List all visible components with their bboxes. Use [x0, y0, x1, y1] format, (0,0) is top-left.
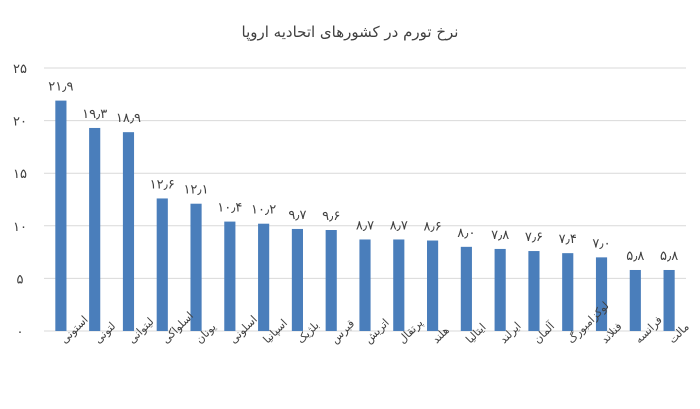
- bar: [427, 240, 439, 331]
- bar: [55, 100, 67, 331]
- value-label: ۸٫۷: [356, 218, 374, 233]
- y-tick-label: ۲۵: [13, 62, 27, 77]
- bar: [460, 246, 472, 331]
- bar: [224, 221, 236, 331]
- y-tick-label: ۵: [17, 272, 24, 287]
- value-label: ۵٫۸: [626, 249, 644, 264]
- value-label: ۱۲٫۱: [183, 183, 208, 198]
- bars: [55, 100, 675, 332]
- value-label: ۹٫۶: [322, 209, 340, 224]
- value-labels: ۲۱٫۹ ۱۹٫۳ ۱۸٫۹ ۱۲٫۶ ۱۲٫۱ ۱۰٫۴ ۱۰٫۲ ۹٫۷ ۹٫۶ ۸٫۷ ۸٫۷…: [48, 80, 678, 264]
- bar: [156, 198, 168, 331]
- bar: [595, 257, 608, 331]
- bar: [190, 203, 202, 331]
- bar: [528, 251, 540, 331]
- bar: [122, 132, 135, 331]
- value-label: ۸٫۰: [457, 226, 475, 241]
- value-label: ۱۸٫۹: [116, 111, 141, 126]
- value-label: ۸٫۷: [390, 218, 408, 233]
- bar: [325, 230, 337, 331]
- bar: [258, 223, 270, 331]
- grid-lines: [44, 67, 686, 332]
- value-label: ۱۰٫۴: [217, 201, 242, 216]
- bar: [359, 239, 371, 331]
- y-axis-ticks: ۰ ۵ ۱۰ ۱۵ ۲۰ ۲۵: [13, 62, 27, 340]
- y-tick-label: ۱۵: [13, 167, 27, 182]
- bar: [291, 228, 303, 331]
- bar: [89, 127, 101, 332]
- bar: [393, 239, 405, 331]
- value-label: ۱۹٫۳: [82, 107, 107, 122]
- y-tick-label: ۰: [17, 325, 24, 340]
- bar: [663, 269, 675, 331]
- value-label: ۷٫۴: [559, 232, 577, 247]
- y-tick-label: ۱۰: [13, 220, 27, 235]
- chart-title: نرخ تورم در کشورهای اتحادیه اروپا: [242, 23, 459, 42]
- value-label: ۷٫۰: [592, 236, 610, 251]
- value-label: ۸٫۶: [423, 220, 441, 235]
- value-label: ۷٫۸: [491, 228, 509, 243]
- bar: [494, 248, 506, 331]
- value-label: ۷٫۶: [525, 230, 543, 245]
- y-tick-label: ۲۰: [13, 115, 27, 130]
- value-label: ۱۰٫۲: [251, 203, 276, 218]
- bar: [562, 253, 574, 331]
- value-label: ۵٫۸: [660, 249, 678, 264]
- value-label: ۲۱٫۹: [48, 80, 73, 95]
- value-label: ۱۲٫۶: [150, 177, 175, 192]
- value-label: ۹٫۷: [288, 208, 306, 223]
- bar: [629, 269, 641, 331]
